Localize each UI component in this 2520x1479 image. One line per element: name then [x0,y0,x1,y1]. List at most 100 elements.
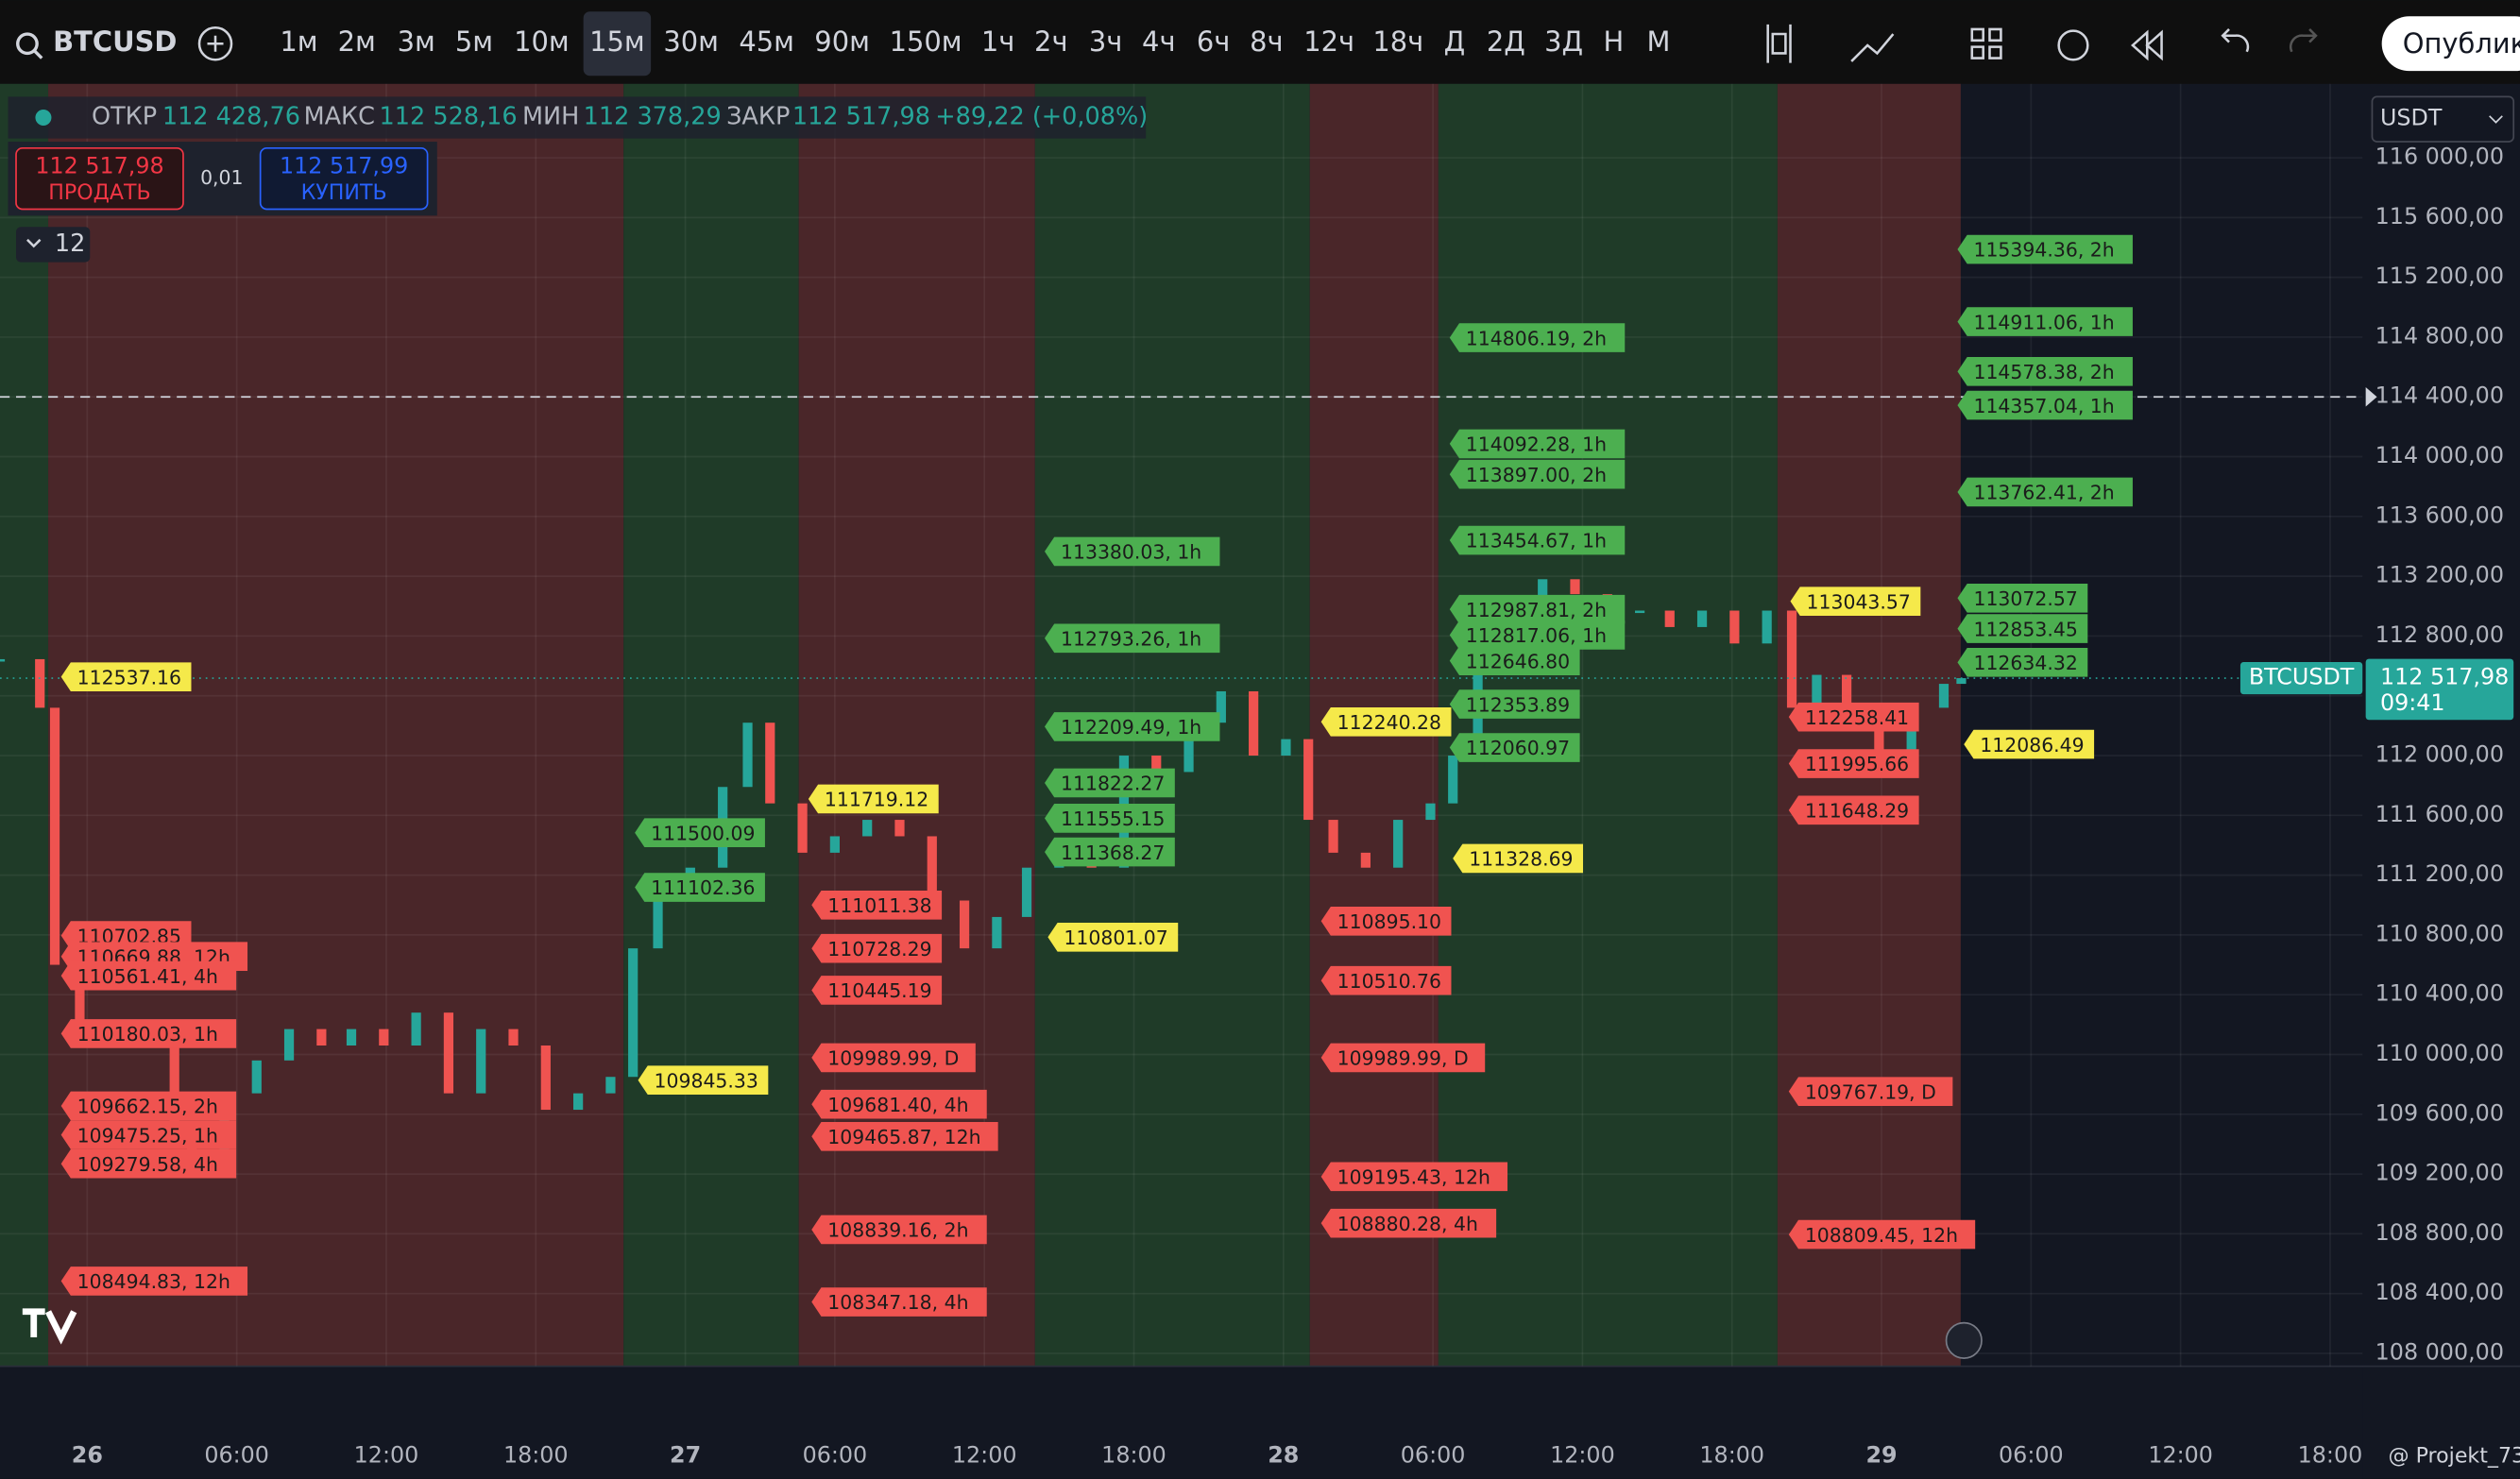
interval[interactable]: Н [1603,26,1624,58]
interval[interactable]: 1м [280,26,317,58]
x-tick-label: 12:00 [1550,1441,1615,1468]
buy-button[interactable] [259,146,429,211]
interval[interactable]: 5м [455,26,493,58]
indicators[interactable] [1850,33,1895,62]
label-box [811,890,943,920]
interval[interactable]: 150м [890,26,962,58]
y-tick-label: 113 600,00 [2375,502,2504,528]
publish-button[interactable] [2381,16,2520,72]
interval[interactable]: 12ч [1303,26,1354,58]
y-tick-label: 114 000,00 [2375,442,2504,468]
high-label: МАКС [304,103,375,131]
interval[interactable]: 3Д [1544,26,1583,58]
redo[interactable] [2289,28,2318,53]
label-text: 112817.06, 1h [1466,624,1607,647]
close-label: ЗАКР [726,103,790,131]
time-axis [0,1366,2363,1479]
interval[interactable]: 2ч [1034,26,1067,58]
interval[interactable]: 15м [589,26,645,58]
candle [540,1046,551,1111]
candle [1786,610,1797,708]
interval[interactable]: Д [1444,26,1466,58]
label-box [1449,459,1626,489]
undo[interactable] [2221,28,2250,53]
interval[interactable]: 8ч [1250,26,1283,58]
label-text: 111719.12 [825,789,928,811]
currency-select[interactable] [2371,95,2515,143]
candle [379,1028,389,1046]
x-tick-label: 12:00 [2148,1441,2213,1468]
interval[interactable]: 1ч [981,26,1014,58]
label-text: 113454.67, 1h [1466,530,1607,552]
label-text: 112646.80 [1466,650,1570,672]
label-text: 109465.87, 12h [827,1126,980,1148]
label-box [1044,536,1220,567]
label-text: 109767.19, D [1805,1080,1936,1103]
candle [573,1093,584,1111]
search-icon[interactable] [16,32,39,56]
label-box [1957,390,2133,420]
x-tick-label: 06:00 [1999,1441,2064,1468]
label-text: 108494.83, 12h [77,1270,230,1293]
layouts[interactable] [1970,27,2002,60]
interval[interactable]: 90м [814,26,870,58]
label-text: 113380.03, 1h [1061,541,1201,564]
label-box [811,933,943,963]
y-tick-label: 115 600,00 [2375,203,2504,230]
label-text: 110561.41, 4h [77,965,218,988]
interval[interactable]: 10м [514,26,570,58]
add-symbol[interactable] [197,26,233,61]
interval[interactable]: 2м [338,26,376,58]
label-text: 110445.19 [827,979,931,1002]
interval[interactable]: 30м [663,26,719,58]
replay[interactable] [2131,29,2163,61]
interval[interactable]: 18ч [1372,26,1423,58]
label-text: 112060.97 [1466,737,1570,759]
label-text: 112793.26, 1h [1061,628,1201,651]
label-text: 108880.28, 4h [1337,1213,1478,1235]
interval[interactable]: 3ч [1089,26,1122,58]
label-box [638,1065,769,1096]
label-text: 109989.99, D [1337,1047,1469,1070]
watermark: @ Projekt_73 [2388,1443,2520,1468]
candle [1249,690,1259,756]
label-box [635,818,765,848]
label-text: 109989.99, D [827,1047,959,1070]
high-value: 112 528,16 [380,103,518,131]
candle [75,964,85,1029]
label-text: 112258.41 [1805,706,1909,729]
interval[interactable]: М [1647,26,1671,58]
session-bands [0,83,1961,1367]
symbol[interactable]: BTCUSD [53,26,177,58]
candle [1425,803,1436,821]
label-text: 110801.07 [1064,926,1167,949]
indicators-toggle[interactable] [16,227,91,263]
label-box [1788,795,1919,825]
label-box [1320,706,1452,737]
candle [1696,610,1708,627]
buy-price: 112 517,99 [280,153,408,179]
interval[interactable]: 4ч [1142,26,1175,58]
interval[interactable]: 2Д [1487,26,1525,58]
chart-style[interactable] [1766,24,1792,63]
label-text: 113897.00, 2h [1466,464,1607,486]
y-tick-label: 114 800,00 [2375,322,2504,348]
interval[interactable]: 45м [739,26,794,58]
label-box [60,960,237,991]
candle [1729,610,1740,644]
toolbar [0,0,2520,84]
alert[interactable] [2057,29,2089,61]
label-box [1044,712,1220,741]
quantity[interactable]: 0,01 [200,166,243,189]
lightning[interactable] [1945,1321,1983,1359]
legend-dot[interactable] [35,110,52,127]
x-tick-label: 18:00 [2298,1441,2363,1468]
interval[interactable]: 6ч [1197,26,1230,58]
y-tick-label: 116 000,00 [2375,144,2504,170]
sell-button[interactable] [15,146,184,211]
label-text: 111995.66 [1805,753,1909,775]
interval[interactable]: 3м [398,26,435,58]
candle [1021,867,1032,917]
label-box [1957,614,2088,643]
label-box [60,1019,237,1048]
